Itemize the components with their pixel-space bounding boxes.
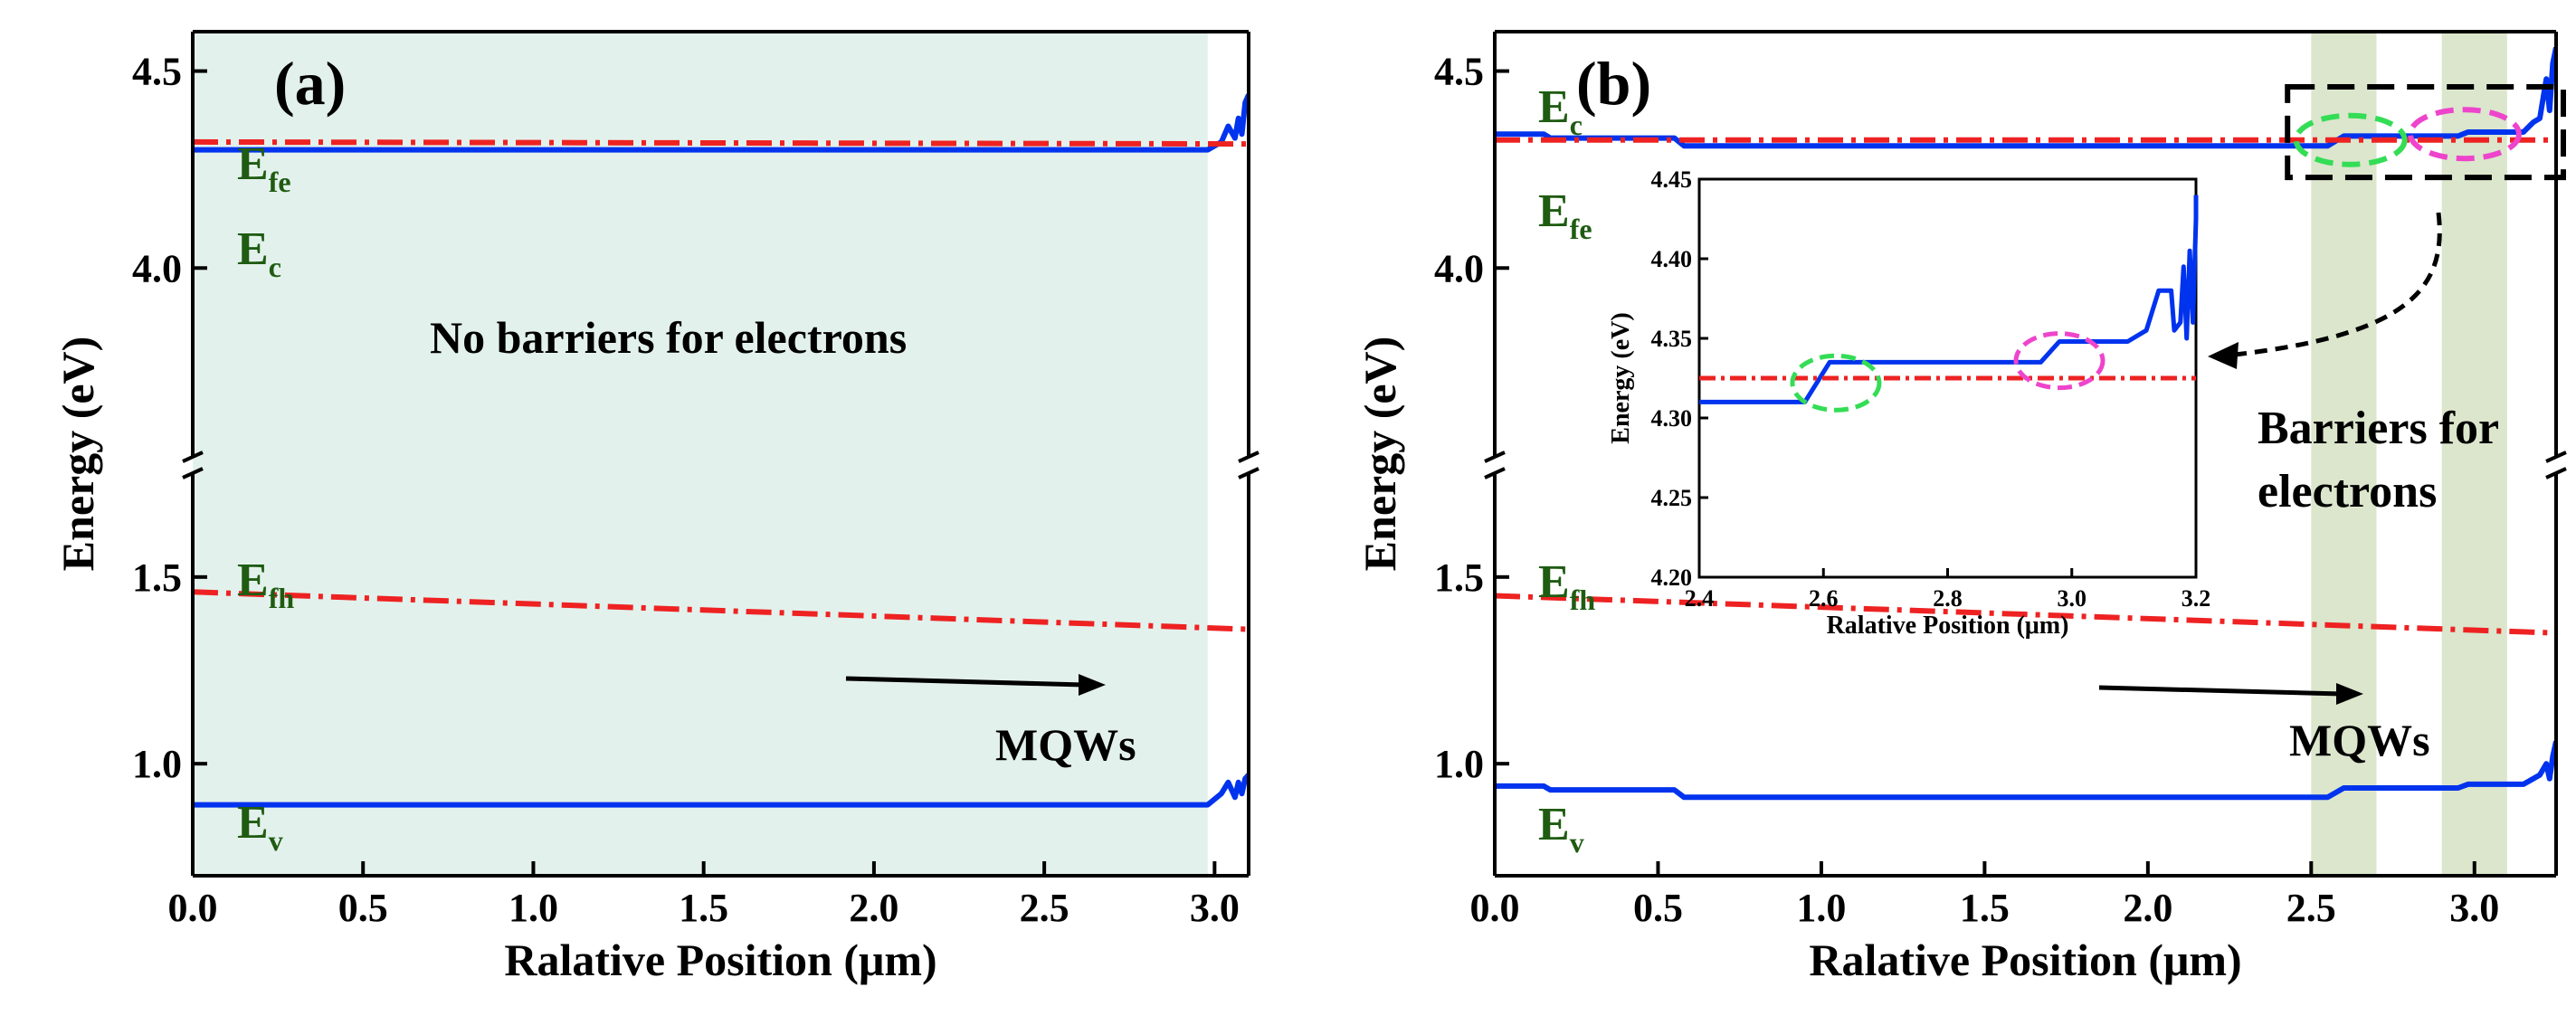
inset-y-tick-label: 4.30 <box>1651 405 1693 432</box>
series-label-Efh: Efh <box>1538 556 1595 616</box>
y-tick-label: 4.5 <box>132 50 182 94</box>
axis-break-mark <box>1484 451 1506 463</box>
y-axis-label: Energy (eV) <box>1355 337 1405 572</box>
x-tick-label: 0.0 <box>168 886 218 930</box>
x-tick-label: 0.0 <box>1470 886 1520 930</box>
x-tick-label: 2.0 <box>849 886 898 930</box>
inset: 2.4 2.6 2.8 3.0 3.2 4.20 4.25 4.30 4.35 4.40 4.45 R… <box>1607 166 2210 640</box>
series-label-Ev: Ev <box>237 797 283 857</box>
x-axis-label: Ralative Position (μm) <box>504 935 936 985</box>
x-tick-label: 0.5 <box>338 886 388 930</box>
panel-b: 0.0 0.5 1.0 1.5 2.0 2.5 3.0 4.0 4.5 1.0 1.5 Ralativ… <box>1355 30 2567 985</box>
y-tick-label: 4.0 <box>1434 246 1484 290</box>
x-tick-label: 1.5 <box>1960 886 2010 930</box>
series-label-Ec: Ec <box>1538 81 1583 141</box>
axis-break-mark <box>1238 467 1259 479</box>
inset-y-tick-label: 4.40 <box>1651 246 1693 272</box>
mqws-label: MQWs <box>995 719 1136 770</box>
y-tick-label: 1.0 <box>132 742 182 786</box>
x-tick-label: 3.0 <box>2449 886 2499 930</box>
x-tick-label: 0.5 <box>1633 886 1683 930</box>
y-axis-label: Energy (eV) <box>52 337 103 572</box>
inset-y-axis-label: Energy (eV) <box>1607 312 1635 443</box>
barriers-label-line2: electrons <box>2258 466 2437 517</box>
y-tick-label: 1.5 <box>1434 555 1484 600</box>
series-label-Ev: Ev <box>1538 799 1584 859</box>
axis-break-mark <box>1484 467 1506 479</box>
mqw-arrow-shaft <box>2098 685 2343 697</box>
zoom-arrow <box>2234 212 2442 357</box>
panel-label: (a) <box>274 49 346 118</box>
y-tick-label: 1.5 <box>132 555 182 600</box>
inset-y-tick-label: 4.45 <box>1651 166 1693 193</box>
inset-y-tick-label: 4.20 <box>1651 565 1693 591</box>
x-tick-label: 1.5 <box>679 886 728 930</box>
inset-x-tick-label: 2.8 <box>1933 585 1963 612</box>
inset-y-tick-label: 4.25 <box>1651 485 1693 511</box>
series-line-Efe <box>193 138 1249 147</box>
series-label-Efe: Efe <box>237 138 291 198</box>
inset-x-tick-label: 3.2 <box>2182 585 2211 612</box>
mqw-band-1 <box>2441 32 2507 876</box>
series-line-Ec <box>1495 46 2556 149</box>
inset-series-line-Ec <box>1699 195 2199 404</box>
x-tick-label: 1.0 <box>509 886 558 930</box>
x-tick-label: 3.0 <box>1190 886 1240 930</box>
series-group <box>1495 46 2556 801</box>
panel-a: 0.0 0.5 1.0 1.5 2.0 2.5 3.0 4.0 4.5 1.0 1.5 Ralativ… <box>52 30 1259 985</box>
background-band <box>193 32 1208 876</box>
zoom-box <box>2285 83 2566 181</box>
panel-label: (b) <box>1576 49 1651 118</box>
y-tick-label: 4.5 <box>1434 50 1484 94</box>
inset-highlight-ellipse-0 <box>1790 353 1882 413</box>
inset-x-axis-label: Ralative Position (μm) <box>1827 612 2069 640</box>
axis-break-mark <box>2545 451 2567 463</box>
x-tick-label: 2.5 <box>1020 886 1069 930</box>
axis-break-mark <box>182 467 204 479</box>
series-label-Efh: Efh <box>237 555 294 614</box>
axis-break-mark <box>182 451 204 463</box>
mqw-band-0 <box>2311 32 2377 876</box>
series-line-Ev <box>1495 740 2556 801</box>
highlight-ellipse-0 <box>2293 112 2408 167</box>
series-line-Ev <box>193 773 1249 808</box>
barriers-label-line1: Barriers for <box>2258 403 2499 454</box>
y-tick-label: 4.0 <box>132 246 182 290</box>
axis-break-mark <box>2545 467 2567 479</box>
series-label-Ec: Ec <box>237 223 281 283</box>
series-line-Efh <box>1495 593 2556 636</box>
series-line-Ec <box>193 93 1249 153</box>
y-tick-label: 1.0 <box>1434 742 1484 786</box>
x-tick-label: 1.0 <box>1796 886 1846 930</box>
mqw-arrow-head <box>2336 683 2363 705</box>
mqws-label: MQWs <box>2289 715 2430 765</box>
series-line-Efh <box>193 589 1249 632</box>
inset-y-tick-label: 4.35 <box>1651 326 1693 352</box>
x-tick-label: 2.5 <box>2286 886 2336 930</box>
inset-x-tick-label: 3.0 <box>2058 585 2087 612</box>
x-tick-label: 2.0 <box>2123 886 2172 930</box>
inset-highlight-ellipse-1 <box>2013 331 2105 391</box>
series-group <box>193 93 1249 808</box>
mqw-arrow-head <box>1079 674 1106 696</box>
axis-break-mark <box>1238 451 1259 463</box>
x-axis-label: Ralative Position (μm) <box>1809 935 2241 985</box>
inset-x-tick-label: 2.6 <box>1809 585 1839 612</box>
zoom-arrow-head <box>2208 342 2239 369</box>
mqw-arrow-shaft <box>845 676 1085 688</box>
series-label-Efe: Efe <box>1538 185 1592 245</box>
inset-x-tick-label: 2.4 <box>1685 585 1715 612</box>
highlight-ellipse-1 <box>2407 107 2522 162</box>
no-barriers-label: No barriers for electrons <box>430 312 907 363</box>
